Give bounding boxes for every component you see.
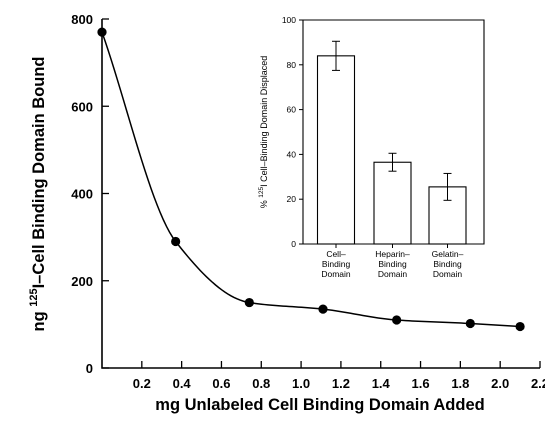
- main-x-axis-label: mg Unlabeled Cell Binding Domain Added: [155, 396, 484, 414]
- main-x-tick-label: 1.0: [292, 376, 310, 391]
- data-point: [171, 236, 181, 247]
- data-point: [392, 315, 402, 325]
- fit-curve: [101, 31, 521, 328]
- inset-y-tick-label: 20: [287, 194, 297, 204]
- inset-y-tick-label: 100: [282, 15, 296, 25]
- inset-bar: [373, 161, 412, 245]
- inset-category-label: Heparin– Binding Domain: [375, 249, 410, 279]
- main-x-tick-label: 1.4: [372, 376, 391, 391]
- data-point: [465, 318, 475, 329]
- main-y-tick-label: 400: [71, 187, 93, 202]
- main-y-ticks: 0 200 400 600 800: [71, 12, 109, 376]
- main-x-tick-label: 2.2: [531, 376, 545, 391]
- inset-category-labels: Cell– Binding Domain Heparin– Binding Domain G…: [321, 244, 464, 279]
- inset-chart: 0 20 40 60 80 100 Cell– Binding Domain Heparin– B…: [258, 15, 485, 279]
- inset-y-tick-label: 80: [287, 60, 297, 70]
- main-x-tick-label: 1.8: [451, 376, 469, 391]
- data-point: [97, 27, 107, 37]
- inset-y-tick-label: 60: [287, 105, 297, 115]
- main-x-ticks: 0.2 0.4 0.6 0.8 1.0 1.2 1.4 1.6 1.8 2.0 2.2: [133, 361, 545, 391]
- inset-bars: [316, 40, 467, 245]
- main-y-tick-label: 0: [86, 361, 93, 376]
- main-y-axis-label-prefix: ng: [30, 307, 48, 332]
- main-y-axis-label-suffix: I–Cell Binding Domain Bound: [30, 56, 48, 288]
- inset-bar: [316, 55, 356, 245]
- data-point: [244, 297, 254, 308]
- inset-y-axis-label: % 125I Cell–Binding Domain Displaced: [258, 56, 269, 208]
- inset-y-axis-label-prefix: %: [259, 198, 269, 209]
- inset-y-tick-label: 40: [287, 149, 297, 159]
- inset-y-tick-label: 0: [291, 239, 296, 249]
- main-x-tick-label: 0.4: [173, 376, 192, 391]
- inset-category-label: Cell– Binding Domain: [321, 249, 351, 279]
- data-point: [318, 304, 328, 314]
- main-y-tick-label: 800: [71, 12, 93, 27]
- main-x-tick-label: 0.8: [252, 376, 270, 391]
- inset-y-axis-label-suffix: I Cell–Binding Domain Displaced: [259, 56, 269, 187]
- inset-chart-frame: [302, 19, 485, 245]
- inset-category-label: Gelatin– Binding Domain: [432, 249, 464, 279]
- main-x-tick-label: 0.6: [212, 376, 230, 391]
- main-y-axis-label-superscript: 125: [28, 288, 40, 306]
- main-y-axis-label: ng 125I–Cell Binding Domain Bound: [28, 56, 48, 331]
- main-y-tick-label: 600: [71, 99, 93, 114]
- data-point: [515, 321, 525, 332]
- inset-y-ticks: 0 20 40 60 80 100: [282, 15, 303, 249]
- main-x-tick-label: 1.2: [332, 376, 350, 391]
- main-x-tick-label: 1.6: [412, 376, 430, 391]
- main-x-tick-label: 2.0: [491, 376, 509, 391]
- main-y-tick-label: 200: [71, 274, 93, 289]
- main-x-tick-label: 0.2: [133, 376, 151, 391]
- inset-y-axis-label-superscript: 125: [258, 186, 265, 197]
- data-points: [97, 27, 525, 332]
